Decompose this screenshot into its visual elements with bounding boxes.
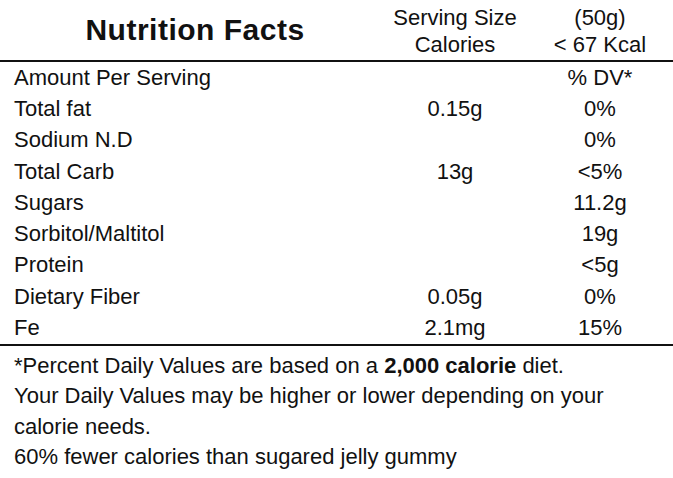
nutrient-table: Amount Per Serving % DV* Total fat 0.15g… <box>0 62 673 344</box>
row-dv: 0% <box>540 284 660 310</box>
footnote-line-1: *Percent Daily Values are based on a 2,0… <box>14 351 660 382</box>
row-dv: 0% <box>540 96 660 122</box>
serving-size-label: Serving Size <box>390 5 520 31</box>
footnote-line1-prefix: *Percent Daily Values are based on a <box>14 353 384 378</box>
row-dv: <5g <box>540 252 660 278</box>
footnote-line1-bold: 2,000 calorie <box>384 353 516 378</box>
label-header: Nutrition Facts Serving Size (50g) Calor… <box>0 0 673 60</box>
table-row: Dietary Fiber 0.05g 0% <box>0 281 673 312</box>
table-row: Total Carb 13g <5% <box>0 156 673 187</box>
dv-header: % DV* <box>540 65 660 91</box>
serving-size-value: (50g) <box>540 5 660 31</box>
footnote-line-4: 60% fewer calories than sugared jelly gu… <box>14 442 660 473</box>
footnote-line1-suffix: diet. <box>516 353 564 378</box>
calories-value: < 67 Kcal <box>540 32 660 58</box>
footnote: *Percent Daily Values are based on a 2,0… <box>0 346 673 473</box>
row-label: Fe <box>14 315 370 341</box>
table-row: Total fat 0.15g 0% <box>0 93 673 124</box>
table-row: Protein <5g <box>0 250 673 281</box>
row-label: Protein <box>14 252 370 278</box>
row-label: Sugars <box>14 190 370 216</box>
calories-label: Calories <box>390 32 520 58</box>
row-dv: 11.2g <box>540 190 660 216</box>
serving-info: Serving Size (50g) Calories < 67 Kcal <box>390 0 660 60</box>
table-row: Sugars 11.2g <box>0 187 673 218</box>
row-label: Dietary Fiber <box>14 284 370 310</box>
row-amount: 0.05g <box>390 284 520 310</box>
row-label: Total fat <box>14 96 370 122</box>
footnote-line-2: Your Daily Values may be higher or lower… <box>14 381 660 412</box>
row-amount: 13g <box>390 159 520 185</box>
row-dv: 19g <box>540 221 660 247</box>
row-label: Sodium N.D <box>14 127 370 153</box>
row-dv: <5% <box>540 159 660 185</box>
nutrition-facts-label: Nutrition Facts Serving Size (50g) Calor… <box>0 0 673 478</box>
table-header-row: Amount Per Serving % DV* <box>0 62 673 93</box>
nutrient-rows: Total fat 0.15g 0% Sodium N.D 0% Total C… <box>0 93 673 343</box>
table-row: Fe 2.1mg 15% <box>0 312 673 343</box>
title-cell: Nutrition Facts <box>0 0 390 60</box>
amount-per-serving-header: Amount Per Serving <box>14 65 370 91</box>
table-row: Sorbitol/Maltitol 19g <box>0 218 673 249</box>
row-amount: 0.15g <box>390 96 520 122</box>
row-dv: 0% <box>540 127 660 153</box>
page-title: Nutrition Facts <box>85 13 304 47</box>
footnote-line-3: calorie needs. <box>14 412 660 443</box>
row-label: Total Carb <box>14 159 370 185</box>
table-row: Sodium N.D 0% <box>0 125 673 156</box>
row-label: Sorbitol/Maltitol <box>14 221 370 247</box>
row-amount: 2.1mg <box>390 315 520 341</box>
row-dv: 15% <box>540 315 660 341</box>
